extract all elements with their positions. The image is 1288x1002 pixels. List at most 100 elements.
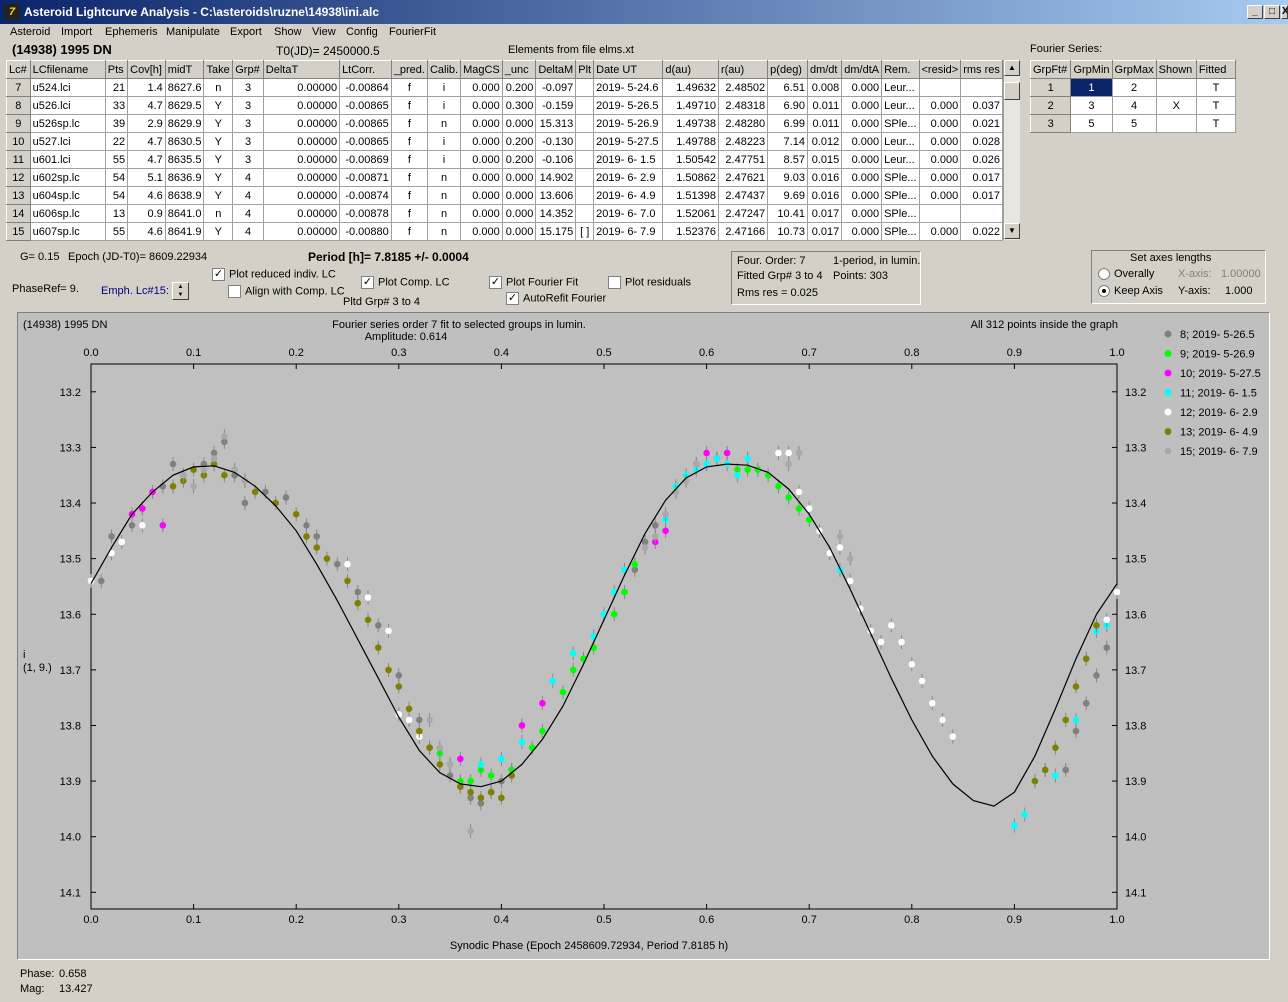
table-cell[interactable]: 14.902 — [535, 168, 577, 187]
table-cell[interactable]: 0.000 — [918, 150, 962, 169]
table-cell[interactable]: 0.000 — [918, 132, 962, 151]
column-header[interactable]: d(au) — [662, 60, 719, 79]
column-header[interactable]: dm/dt — [806, 60, 843, 79]
table-cell[interactable]: u526sp.lc — [29, 114, 106, 133]
table-cell[interactable]: n — [426, 186, 462, 205]
scroll-thumb[interactable] — [1004, 82, 1020, 100]
table-cell[interactable]: 1.49788 — [662, 132, 719, 151]
emph-lc-spinner[interactable]: ▲ ▼ — [172, 282, 189, 300]
table-cell[interactable]: 3 — [232, 78, 264, 97]
table-cell[interactable]: 0.00000 — [262, 114, 341, 133]
table-cell[interactable]: 8627.6 — [164, 78, 205, 97]
table-cell[interactable]: 10.73 — [767, 222, 808, 241]
fourier-cell[interactable]: 1 — [1070, 78, 1113, 97]
table-cell[interactable]: 0.000 — [841, 96, 883, 115]
menu-view[interactable]: View — [312, 26, 336, 38]
row-header[interactable]: 9 — [6, 114, 31, 133]
table-cell[interactable] — [960, 204, 1003, 223]
column-header[interactable]: Pts — [104, 60, 129, 79]
table-cell[interactable]: -0.00871 — [339, 168, 392, 187]
menu-asteroid[interactable]: Asteroid — [10, 26, 51, 38]
scroll-up-icon[interactable]: ▲ — [1004, 60, 1020, 76]
column-header[interactable]: dm/dtA — [841, 60, 883, 79]
row-header[interactable]: 7 — [6, 78, 31, 97]
table-cell[interactable]: 55 — [104, 222, 129, 241]
menu-ephemeris[interactable]: Ephemeris — [105, 26, 158, 38]
table-cell[interactable]: 0.000 — [460, 96, 503, 115]
table-cell[interactable]: 10.41 — [767, 204, 808, 223]
table-cell[interactable]: f — [390, 114, 428, 133]
table-cell[interactable]: 1.50542 — [662, 150, 719, 169]
row-header[interactable]: 15 — [6, 222, 31, 241]
table-cell[interactable]: 0.000 — [460, 150, 503, 169]
table-cell[interactable]: SPle... — [881, 114, 920, 133]
table-row[interactable]: 13 u604sp.lc 54 4.6 8638.9 Y 4 0.00000 -0.00874 f… — [6, 186, 1003, 205]
table-cell[interactable]: -0.00869 — [339, 150, 392, 169]
table-cell[interactable]: 0.000 — [501, 186, 537, 205]
table-cell[interactable] — [918, 204, 962, 223]
table-cell[interactable]: 2.47166 — [717, 222, 769, 241]
table-cell[interactable]: 2.47751 — [717, 150, 769, 169]
table-cell[interactable]: 15.313 — [535, 114, 577, 133]
table-cell[interactable]: 15.175 — [535, 222, 577, 241]
column-header[interactable]: Take — [203, 60, 234, 79]
table-cell[interactable]: 39 — [104, 114, 129, 133]
table-cell[interactable]: 22 — [104, 132, 129, 151]
table-cell[interactable]: 0.000 — [841, 114, 883, 133]
menu-config[interactable]: Config — [346, 26, 378, 38]
table-cell[interactable]: 4.7 — [127, 150, 166, 169]
column-header[interactable]: DeltaM — [535, 60, 577, 79]
table-cell[interactable]: -0.130 — [535, 132, 577, 151]
table-cell[interactable]: SPle... — [881, 168, 920, 187]
table-cell[interactable]: 0.00000 — [262, 222, 341, 241]
table-cell[interactable]: 0.00000 — [262, 168, 341, 187]
row-header[interactable]: 13 — [6, 186, 31, 205]
table-cell[interactable]: n — [426, 114, 462, 133]
table-cell[interactable]: 0.200 — [501, 132, 537, 151]
table-cell[interactable]: 2019- 6- 4.9 — [593, 186, 664, 205]
table-cell[interactable]: 6.99 — [767, 114, 808, 133]
table-cell[interactable]: n — [426, 204, 462, 223]
table-cell[interactable]: Y — [203, 186, 234, 205]
table-cell[interactable]: 0.000 — [501, 114, 537, 133]
table-cell[interactable]: -0.00865 — [339, 96, 392, 115]
table-cell[interactable]: 3 — [232, 96, 264, 115]
close-button[interactable]: X — [1281, 5, 1288, 19]
table-cell[interactable]: -0.159 — [535, 96, 577, 115]
table-cell[interactable] — [575, 204, 595, 223]
table-cell[interactable]: 0.000 — [501, 168, 537, 187]
table-cell[interactable]: Leur... — [881, 132, 920, 151]
table-cell[interactable]: -0.00864 — [339, 78, 392, 97]
table-cell[interactable]: -0.00878 — [339, 204, 392, 223]
fourier-cell[interactable]: X — [1155, 96, 1197, 115]
fourier-cell[interactable] — [1155, 78, 1197, 97]
table-row[interactable]: 14 u606sp.lc 13 0.9 8641.0 n 4 0.00000 -0.00878 f… — [6, 204, 1003, 223]
table-cell[interactable]: 8638.9 — [164, 186, 205, 205]
table-cell[interactable]: 0.017 — [806, 204, 843, 223]
table-cell[interactable]: 0.200 — [501, 78, 537, 97]
fourier-cell[interactable]: 2 — [1111, 78, 1157, 97]
table-cell[interactable]: 8635.5 — [164, 150, 205, 169]
table-cell[interactable]: 9.03 — [767, 168, 808, 187]
table-cell[interactable]: 0.015 — [806, 150, 843, 169]
table-cell[interactable]: 0.016 — [806, 168, 843, 187]
menu-manipulate[interactable]: Manipulate — [166, 26, 220, 38]
table-cell[interactable]: f — [390, 78, 428, 97]
table-cell[interactable]: Leur... — [881, 78, 920, 97]
column-header[interactable]: _pred. — [390, 60, 428, 79]
table-cell[interactable]: -0.00865 — [339, 114, 392, 133]
table-cell[interactable]: Y — [203, 168, 234, 187]
table-row[interactable]: 9 u526sp.lc 39 2.9 8629.9 Y 3 0.00000 -0.00865 f n… — [6, 114, 1003, 133]
table-cell[interactable]: 0.000 — [501, 204, 537, 223]
table-cell[interactable]: 4.6 — [127, 222, 166, 241]
table-cell[interactable] — [960, 78, 1003, 97]
plot-comp-checkbox[interactable]: ✓ Plot Comp. LC — [361, 276, 450, 289]
table-cell[interactable]: 0.008 — [806, 78, 843, 97]
table-cell[interactable]: u527.lci — [29, 132, 106, 151]
column-header[interactable]: p(deg) — [767, 60, 808, 79]
table-cell[interactable]: 8630.5 — [164, 132, 205, 151]
table-cell[interactable]: 0.037 — [960, 96, 1003, 115]
table-cell[interactable]: -0.00880 — [339, 222, 392, 241]
fourier-cell[interactable]: 3 — [1070, 96, 1113, 115]
